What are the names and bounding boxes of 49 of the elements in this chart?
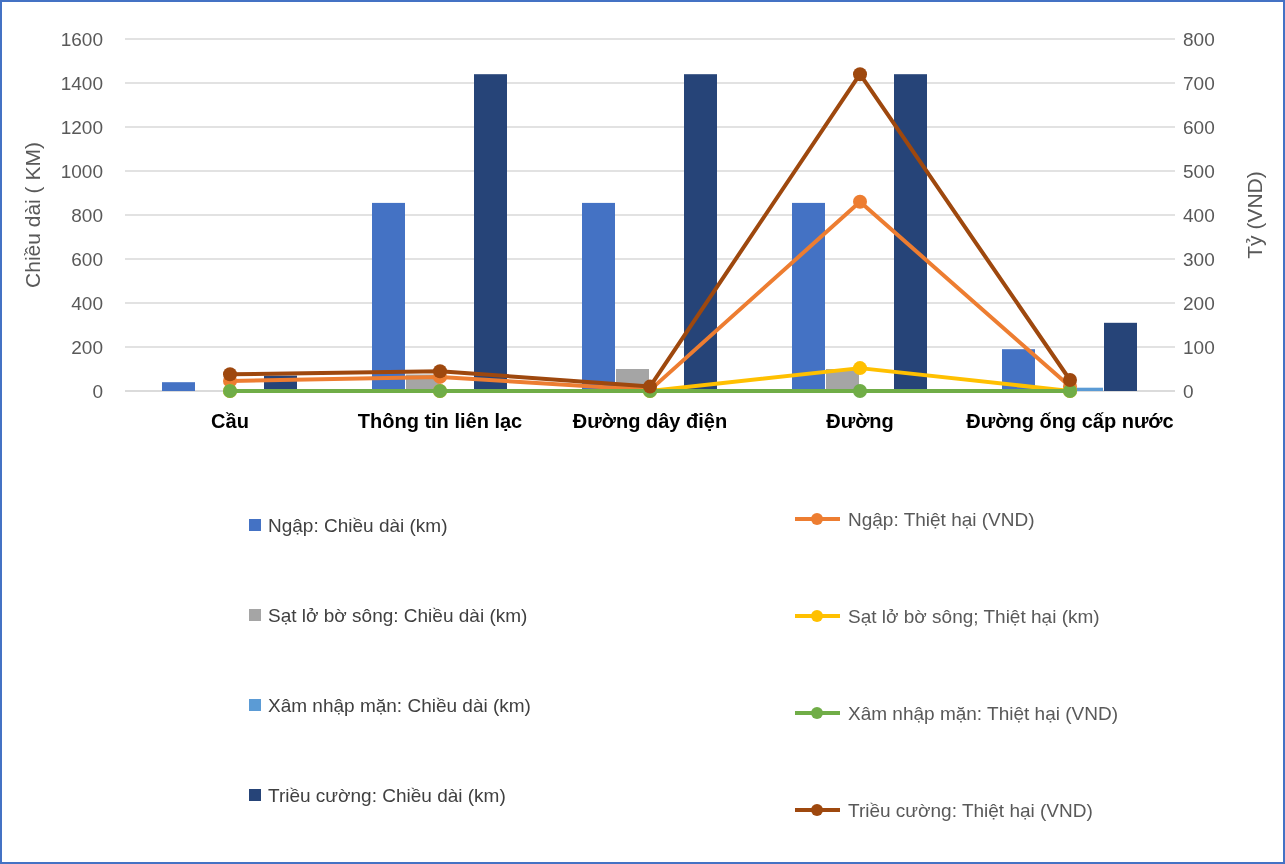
y2-tick-label: 600 bbox=[1183, 116, 1215, 138]
y-tick-label: 200 bbox=[71, 336, 103, 358]
y2-axis-title: Tỷ (VND) bbox=[1243, 171, 1266, 259]
y2-tick-label: 700 bbox=[1183, 72, 1215, 94]
bar bbox=[894, 74, 927, 391]
legend-label: Xâm nhập mặn: Chiều dài (km) bbox=[268, 694, 531, 716]
x-tick-label: Đường ống cấp nước bbox=[966, 410, 1174, 432]
y-tick-label: 1200 bbox=[60, 116, 103, 138]
y-tick-label: 800 bbox=[71, 204, 103, 226]
bar bbox=[684, 74, 717, 391]
legend-label: Ngập: Chiều dài (km) bbox=[268, 514, 448, 536]
y-tick-label: 1400 bbox=[60, 72, 103, 94]
y-tick-label: 600 bbox=[71, 248, 103, 270]
legend-label: Xâm nhập mặn: Thiệt hại (VND) bbox=[848, 702, 1118, 724]
y2-tick-label: 800 bbox=[1183, 28, 1215, 50]
y2-tick-label: 100 bbox=[1183, 336, 1215, 358]
bar bbox=[474, 74, 507, 391]
point bbox=[643, 379, 657, 394]
y2-tick-label: 0 bbox=[1183, 380, 1194, 402]
point bbox=[1063, 373, 1077, 387]
point bbox=[223, 367, 237, 382]
point bbox=[853, 384, 867, 398]
legend-label: Sạt lở bờ sông: Chiều dài (km) bbox=[268, 604, 528, 626]
y2-tick-label: 300 bbox=[1183, 248, 1215, 270]
y-tick-label: 1000 bbox=[60, 160, 103, 182]
x-tick-label: Đường bbox=[826, 410, 894, 432]
point bbox=[853, 194, 867, 209]
y2-tick-label: 200 bbox=[1183, 292, 1215, 314]
x-tick-label: Cầu bbox=[211, 410, 249, 432]
legend-label: Sạt lở bờ sông; Thiệt hại (km) bbox=[848, 605, 1100, 627]
bar bbox=[582, 202, 615, 391]
legend-label: Triều cường: Chiều dài (km) bbox=[268, 784, 506, 806]
point bbox=[853, 361, 867, 376]
bar bbox=[792, 202, 825, 391]
bar bbox=[372, 202, 405, 391]
legend-label: Ngập: Thiệt hại (VND) bbox=[848, 508, 1035, 530]
bar bbox=[1104, 322, 1137, 391]
y-tick-label: 0 bbox=[92, 380, 103, 402]
y-tick-label: 1600 bbox=[60, 28, 103, 50]
x-tick-label: Thông tin liên lạc bbox=[357, 410, 523, 432]
point bbox=[433, 364, 447, 379]
y-tick-label: 400 bbox=[71, 292, 103, 314]
bar bbox=[162, 382, 195, 391]
x-tick-label: Đường dây điện bbox=[572, 410, 728, 432]
y-axis-title: Chiều dài ( KM) bbox=[21, 142, 44, 288]
legend-label: Triều cường: Thiệt hại (VND) bbox=[848, 799, 1093, 821]
y2-tick-label: 500 bbox=[1183, 160, 1215, 182]
point bbox=[853, 67, 867, 82]
y2-tick-label: 400 bbox=[1183, 204, 1215, 226]
